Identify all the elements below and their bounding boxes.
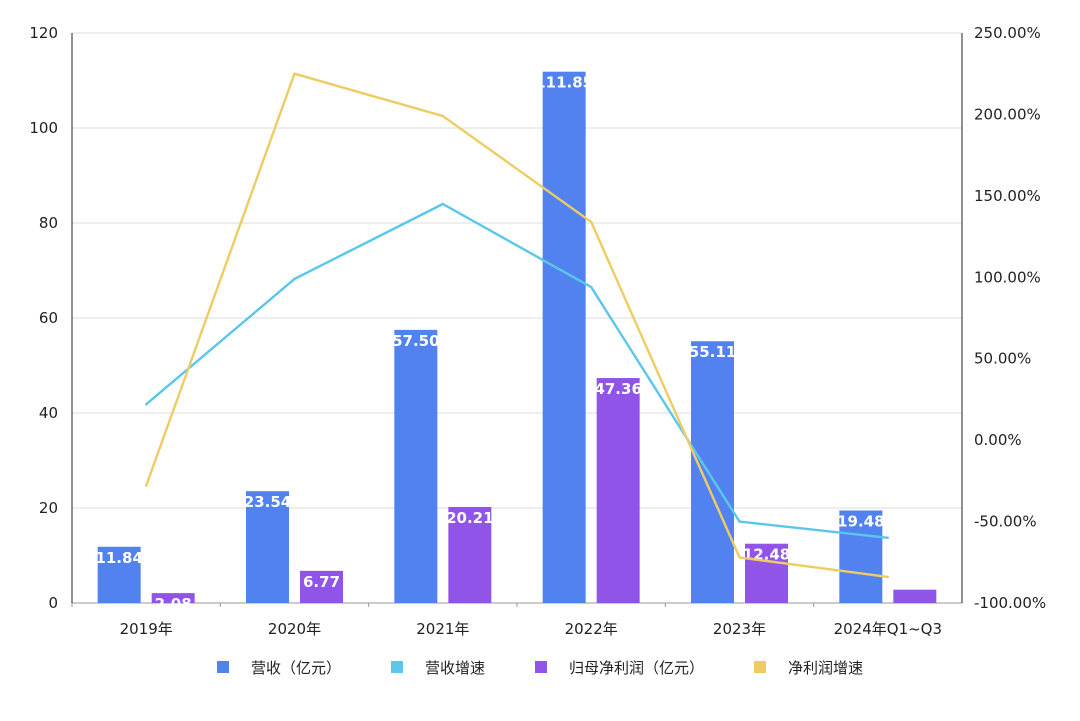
revenue-bar bbox=[691, 341, 734, 603]
left-tick-label: 20 bbox=[39, 499, 58, 517]
legend-item-profit-growth[interactable]: 净利润增速 bbox=[754, 654, 863, 680]
revenue-growth-point bbox=[293, 277, 296, 281]
right-tick-label: 0.00% bbox=[974, 431, 1022, 449]
legend-label-revenue-growth: 营收增速 bbox=[424, 658, 485, 677]
net-profit-data-label: 20.21 bbox=[446, 509, 493, 527]
revenue-growth-point bbox=[144, 403, 148, 406]
revenue-data-label: 11.84 bbox=[95, 549, 142, 567]
category-label: 2020年 bbox=[268, 620, 321, 638]
net-profit-bar bbox=[596, 378, 640, 603]
net-profit-data-label: 2.08 bbox=[155, 595, 192, 613]
legend-swatch-revenue-growth bbox=[390, 661, 403, 673]
revenue-growth-point bbox=[738, 520, 741, 523]
revenue-data-label: 23.54 bbox=[244, 493, 291, 511]
profit-growth-point bbox=[886, 575, 890, 579]
net-profit-data-label: 47.36 bbox=[594, 380, 641, 398]
profit-growth-point bbox=[293, 72, 296, 75]
left-tick-label: 60 bbox=[39, 309, 58, 327]
net-profit-bar bbox=[151, 593, 195, 603]
category-label: 2023年 bbox=[713, 620, 766, 638]
revenue-data-label: 55.11 bbox=[689, 343, 736, 361]
profit-growth-line bbox=[145, 72, 888, 579]
net-profit-bar bbox=[893, 589, 937, 603]
left-tick-label: 0 bbox=[48, 594, 58, 612]
legend-label-profit-growth: 净利润增速 bbox=[788, 658, 864, 677]
left-tick-label: 120 bbox=[29, 24, 58, 42]
right-tick-label: -100.00% bbox=[974, 594, 1046, 612]
right-tick-label: -50.00% bbox=[974, 513, 1037, 531]
revenue-bar bbox=[542, 71, 586, 603]
revenue-data-label: 19.48 bbox=[837, 512, 884, 530]
legend-swatch-net-profit bbox=[535, 661, 547, 673]
legend-item-net-profit[interactable]: 归母净利润（亿元） bbox=[535, 654, 704, 680]
legend-item-revenue-growth[interactable]: 营收增速 bbox=[390, 654, 485, 680]
net-profit-bar bbox=[300, 570, 343, 603]
legend-label-revenue: 营收（亿元） bbox=[250, 658, 341, 677]
net-profit-bar bbox=[745, 543, 788, 603]
revenue-bar bbox=[246, 491, 289, 603]
revenue-data-label: 57.50 bbox=[392, 332, 439, 350]
category-label: 2022年 bbox=[565, 620, 618, 638]
category-label: 2021年 bbox=[416, 620, 469, 638]
right-tick-label: 200.00% bbox=[974, 105, 1041, 123]
legend-label-net-profit: 归母净利润（亿元） bbox=[569, 658, 705, 677]
net-profit-bar bbox=[448, 507, 492, 603]
revenue-growth-point bbox=[589, 285, 593, 289]
right-tick-label: 150.00% bbox=[974, 187, 1041, 205]
revenue-growth-point bbox=[886, 536, 890, 540]
legend: 营收（亿元） 营收增速 归母净利润（亿元） 净利润增速 bbox=[0, 654, 1080, 680]
legend-swatch-profit-growth bbox=[754, 661, 767, 673]
legend-item-revenue[interactable]: 营收（亿元） bbox=[216, 654, 341, 680]
revenue-growth-line bbox=[145, 202, 888, 540]
left-tick-label: 80 bbox=[39, 214, 58, 232]
revenue-growth-point bbox=[441, 202, 445, 206]
category-label: 2024年Q1~Q3 bbox=[834, 620, 942, 638]
category-label: 2019年 bbox=[120, 620, 173, 638]
right-tick-label: 50.00% bbox=[974, 350, 1031, 368]
revenue-bar bbox=[97, 546, 141, 603]
combo-chart: 0 20 40 60 80 100 120 -100.00% -50.00% 0.00% 50.00… bbox=[29, 24, 1046, 638]
right-tick-label: 100.00% bbox=[974, 268, 1041, 286]
left-tick-label: 40 bbox=[39, 404, 58, 422]
profit-growth-point bbox=[144, 484, 148, 487]
right-tick-label: 250.00% bbox=[974, 24, 1041, 42]
revenue-bar bbox=[839, 510, 883, 603]
net-profit-data-label: 6.77 bbox=[303, 573, 340, 591]
revenue-data-label: 111.85 bbox=[535, 74, 593, 92]
revenue-bar bbox=[394, 329, 438, 603]
profit-growth-point bbox=[589, 220, 593, 224]
left-tick-label: 100 bbox=[29, 119, 58, 137]
profit-growth-point bbox=[738, 556, 741, 559]
profit-growth-point bbox=[441, 114, 445, 118]
legend-swatch-revenue bbox=[216, 661, 229, 673]
